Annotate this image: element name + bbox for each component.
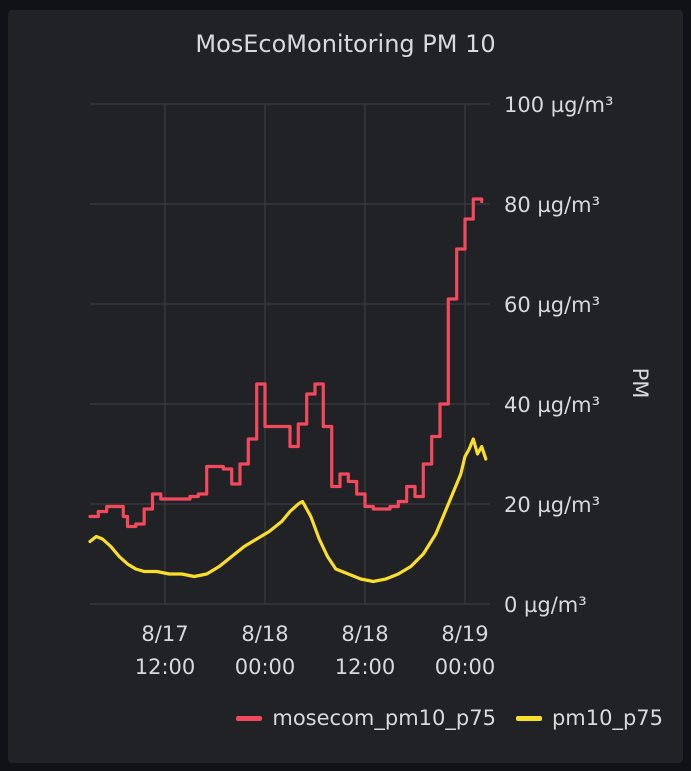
legend-label-mosecom: mosecom_pm10_p75 bbox=[272, 706, 496, 730]
plot-area: 0 µg/m³ 20 µg/m³ 40 µg/m³ 60 µg/m³ 80 µg/m³ 1… bbox=[88, 93, 652, 679]
x-tick-label-date: 8/18 bbox=[241, 622, 288, 646]
x-tick-label-date: 8/18 bbox=[341, 622, 388, 646]
y-tick-label: 20 µg/m³ bbox=[504, 493, 600, 517]
y-tick-label: 40 µg/m³ bbox=[504, 393, 600, 417]
x-tick-label-date: 8/17 bbox=[141, 622, 188, 646]
legend-item-pm10[interactable]: pm10_p75 bbox=[515, 706, 663, 730]
x-tick-label-time: 12:00 bbox=[135, 655, 196, 679]
x-tick-label-time: 00:00 bbox=[235, 655, 296, 679]
legend: mosecom_pm10_p75 pm10_p75 bbox=[236, 706, 663, 730]
y-tick-label: 0 µg/m³ bbox=[504, 593, 587, 617]
legend-swatch-mosecom bbox=[236, 715, 263, 721]
x-tick-label-time: 00:00 bbox=[435, 655, 496, 679]
chart-title: MosEcoMonitoring PM 10 bbox=[195, 30, 496, 58]
y-axis-label: PM bbox=[628, 368, 652, 399]
y-tick-label: 60 µg/m³ bbox=[504, 293, 600, 317]
legend-item-mosecom[interactable]: mosecom_pm10_p75 bbox=[236, 706, 496, 730]
legend-label-pm10: pm10_p75 bbox=[551, 706, 663, 730]
y-tick-label: 100 µg/m³ bbox=[504, 93, 613, 117]
series-line-mosecom_pm10_p75 bbox=[88, 197, 484, 529]
x-tick-label-date: 8/19 bbox=[441, 622, 488, 646]
x-tick-label-time: 12:00 bbox=[335, 655, 396, 679]
chart-panel: MosEcoMonitoring PM 10 0 µg/m³ 20 µg/m³ 40… bbox=[8, 10, 683, 763]
y-tick-label: 80 µg/m³ bbox=[504, 193, 600, 217]
legend-swatch-pm10 bbox=[515, 715, 542, 721]
